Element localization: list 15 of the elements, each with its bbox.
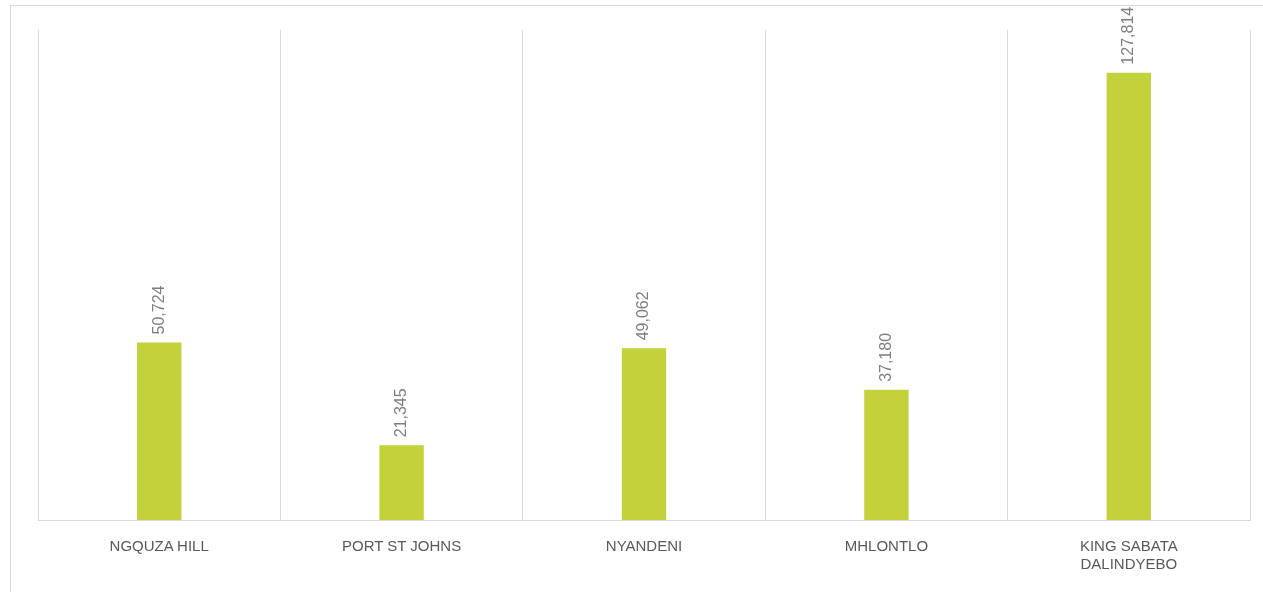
- x-tick-label: NGQUZA HILL: [109, 537, 209, 555]
- bar: [379, 445, 424, 520]
- x-tick-label: NYANDENI: [605, 537, 683, 555]
- bar: [621, 348, 667, 520]
- data-label: 127,814: [1119, 6, 1137, 65]
- data-label: 50,724: [149, 285, 167, 335]
- data-label: 37,180: [876, 332, 894, 382]
- x-tick-label: KING SABATA DALINDYEBO: [1079, 537, 1178, 573]
- data-label: 21,345: [392, 388, 410, 438]
- x-tick-label: MHLONTLO: [844, 537, 929, 555]
- bar: [1106, 72, 1151, 520]
- data-label: 49,062: [634, 291, 652, 341]
- bar: [864, 389, 909, 520]
- x-tick-label: PORT ST JOHNS: [342, 537, 462, 555]
- bar: [137, 342, 182, 520]
